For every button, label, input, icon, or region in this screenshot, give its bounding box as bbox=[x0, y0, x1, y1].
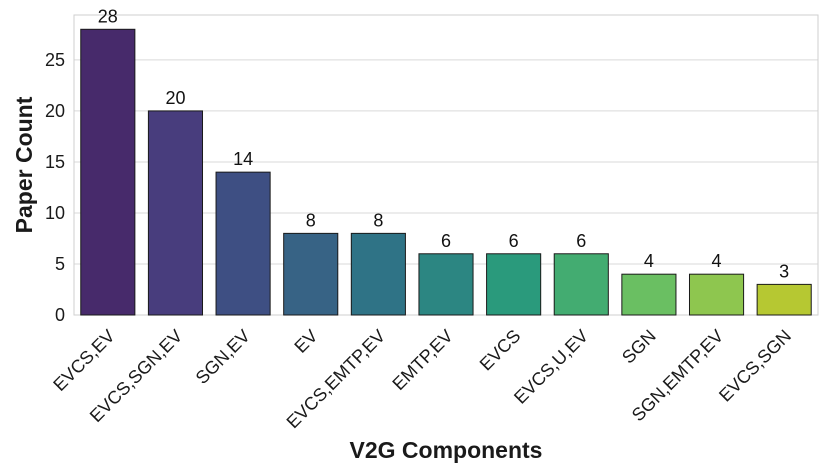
x-tick-label: EV bbox=[290, 326, 321, 357]
y-tick-label: 15 bbox=[45, 152, 65, 172]
y-axis-title: Paper Count bbox=[11, 96, 37, 233]
bar-emtp-ev bbox=[418, 253, 474, 316]
y-tick-label: 10 bbox=[45, 203, 65, 223]
y-axis-ticks: 0 5 10 15 20 25 bbox=[45, 50, 65, 325]
bar-value-label: 6 bbox=[509, 231, 519, 251]
bars bbox=[80, 28, 812, 316]
x-tick-label: EVCS,SGN bbox=[715, 326, 795, 406]
bar-value-label: 28 bbox=[98, 6, 118, 26]
bar-evcs-sgn bbox=[756, 283, 812, 316]
bar-value-label: 14 bbox=[233, 149, 253, 169]
bar-value-label: 6 bbox=[441, 231, 451, 251]
bar-evcs-u-ev bbox=[553, 253, 609, 316]
bar-value-label: 3 bbox=[779, 261, 789, 281]
bar-sgn bbox=[621, 273, 677, 316]
data-labels: 28 20 14 8 8 6 6 6 4 4 3 bbox=[98, 6, 789, 281]
bar-ev bbox=[283, 232, 339, 316]
x-tick-label: EMTP,EV bbox=[388, 326, 456, 394]
x-tick-label: SGN bbox=[618, 326, 660, 368]
y-tick-label: 0 bbox=[55, 305, 65, 325]
bar-evcs bbox=[486, 253, 542, 316]
y-tick-label: 5 bbox=[55, 254, 65, 274]
bar-value-label: 4 bbox=[644, 251, 654, 271]
bar-sgn-emtp-ev bbox=[688, 273, 745, 316]
x-tick-label: SGN,EV bbox=[192, 326, 254, 388]
bar-value-label: 8 bbox=[373, 210, 383, 230]
bar-value-label: 6 bbox=[576, 231, 586, 251]
y-tick-label: 25 bbox=[45, 50, 65, 70]
x-axis-title: V2G Components bbox=[350, 437, 543, 463]
x-tick-label: EVCS,EV bbox=[49, 326, 118, 395]
bar-evcs-sgn-ev bbox=[147, 110, 204, 316]
bar-sgn-ev bbox=[215, 171, 271, 316]
bar-value-label: 20 bbox=[165, 88, 185, 108]
bar-value-label: 4 bbox=[712, 251, 722, 271]
bar-evcs-ev bbox=[80, 28, 136, 316]
bar-evcs-emtp-ev bbox=[350, 232, 406, 316]
x-tick-label: EVCS bbox=[476, 326, 525, 375]
bar-value-label: 8 bbox=[306, 210, 316, 230]
y-tick-label: 20 bbox=[45, 101, 65, 121]
